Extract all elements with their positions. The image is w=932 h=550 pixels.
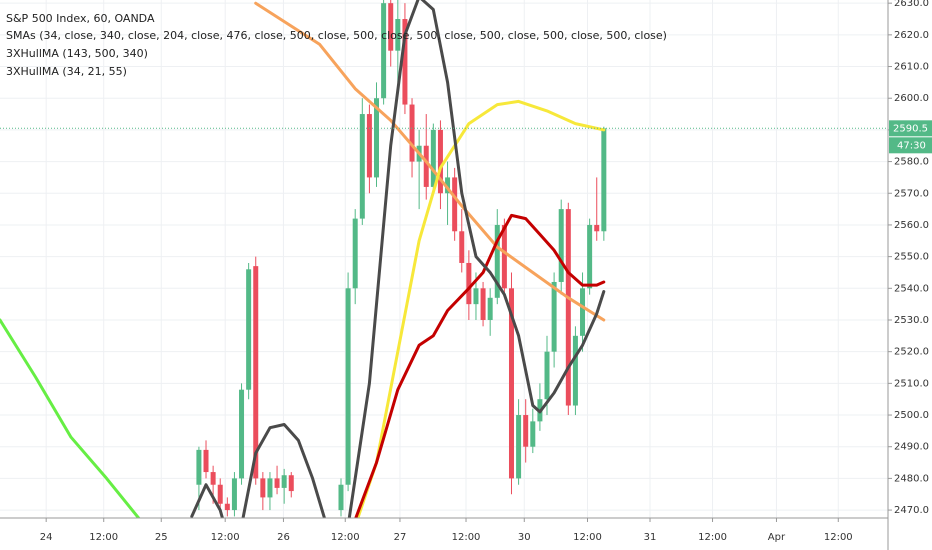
x-tick-label: 26 — [277, 532, 290, 543]
indicator-line — [254, 1, 606, 322]
y-tick-label: 2470.0 — [894, 505, 929, 516]
candle-body — [253, 266, 259, 479]
candle-body — [494, 224, 500, 298]
x-tick-label: 12:00 — [573, 532, 602, 543]
candle-body — [587, 224, 593, 289]
candle-body — [480, 288, 486, 320]
candle-body — [210, 472, 216, 485]
candle-body — [388, 3, 394, 51]
x-tick-label: Apr — [768, 532, 786, 543]
x-tick-label: 12:00 — [331, 532, 360, 543]
candle-body — [551, 281, 557, 352]
candle-body — [601, 128, 607, 232]
x-tick-label: 12:00 — [698, 532, 727, 543]
y-tick-label: 2600.0 — [894, 93, 929, 104]
y-tick-label: 2570.0 — [894, 188, 929, 199]
candle-body — [267, 478, 273, 498]
y-tick-label: 2540.0 — [894, 283, 929, 294]
indicator-line — [0, 318, 141, 518]
candle-body — [473, 288, 479, 305]
x-tick-label: 31 — [644, 532, 657, 543]
legend-entry: 3XHullMA (34, 21, 55) — [6, 65, 127, 78]
candle-body — [224, 503, 230, 511]
candle-body — [402, 19, 408, 105]
indicator-line — [190, 0, 606, 518]
countdown-box — [889, 137, 932, 154]
legend-entry: SMAs (34, close, 340, close, 204, close,… — [6, 29, 667, 42]
candle-body — [487, 297, 493, 320]
last-price-label: 2590.5 — [893, 123, 928, 134]
candle-body — [430, 129, 436, 187]
countdown-label: 47:30 — [897, 140, 926, 151]
candle-body — [338, 484, 344, 511]
candle-body — [352, 218, 358, 289]
candle-body — [565, 209, 571, 406]
indicator-line — [354, 213, 606, 518]
candle-body — [572, 335, 578, 406]
candle-body — [437, 129, 443, 194]
candle-body — [359, 114, 365, 219]
y-tick-label: 2620.0 — [894, 30, 929, 41]
y-tick-label: 2490.0 — [894, 442, 929, 453]
candle-body — [452, 177, 458, 232]
candle-body — [217, 484, 223, 504]
candle-body — [544, 351, 550, 400]
plot-area — [0, 0, 888, 518]
candle-body — [445, 177, 451, 194]
candle-body — [196, 449, 202, 485]
x-tick-label: 25 — [155, 532, 168, 543]
candle-body — [423, 145, 429, 187]
candle-body — [466, 262, 472, 305]
x-tick-label: 27 — [394, 532, 407, 543]
candle-body — [203, 449, 209, 473]
y-tick-label: 2580.0 — [894, 157, 929, 168]
indicator-line — [356, 99, 606, 518]
candle-body — [530, 421, 536, 447]
candle-body — [288, 475, 294, 492]
y-tick-label: 2630.0 — [894, 0, 929, 9]
x-tick-label: 12:00 — [824, 532, 853, 543]
candle-body — [366, 114, 372, 178]
candle-body — [395, 19, 401, 51]
y-tick-label: 2520.0 — [894, 347, 929, 358]
candle-body — [381, 3, 387, 99]
candle-body — [274, 478, 280, 488]
candle-body — [523, 415, 529, 447]
axes: 2470.02480.02490.02500.02510.02520.02530… — [40, 0, 932, 543]
candle-body — [516, 415, 522, 479]
legend-entry: 3XHullMA (143, 500, 340) — [6, 47, 148, 60]
candle-body — [239, 389, 245, 479]
candle-body — [246, 269, 252, 390]
candle-body — [374, 98, 380, 178]
candle-body — [508, 288, 514, 479]
y-tick-label: 2530.0 — [894, 315, 929, 326]
chart-title: S&P 500 Index, 60, OANDA — [6, 12, 155, 25]
candle-body — [409, 104, 415, 162]
x-tick-label: 12:00 — [89, 532, 118, 543]
y-tick-label: 2500.0 — [894, 410, 929, 421]
candle-body — [231, 478, 237, 511]
candle-body — [501, 224, 507, 289]
y-tick-label: 2610.0 — [894, 62, 929, 73]
x-tick-label: 30 — [518, 532, 531, 543]
candle-body — [281, 475, 287, 488]
candle-body — [260, 478, 266, 498]
y-tick-label: 2560.0 — [894, 220, 929, 231]
x-tick-label: 12:00 — [452, 532, 481, 543]
y-tick-label: 2550.0 — [894, 252, 929, 263]
y-tick-label: 2480.0 — [894, 473, 929, 484]
candle-body — [558, 209, 564, 282]
candle-body — [594, 224, 600, 232]
candle-body — [345, 288, 351, 485]
x-tick-label: 24 — [40, 532, 53, 543]
last-price-box — [889, 120, 932, 137]
y-tick-label: 2510.0 — [894, 378, 929, 389]
x-tick-label: 12:00 — [211, 532, 240, 543]
candle-body — [459, 231, 465, 263]
candle-body — [580, 288, 586, 336]
